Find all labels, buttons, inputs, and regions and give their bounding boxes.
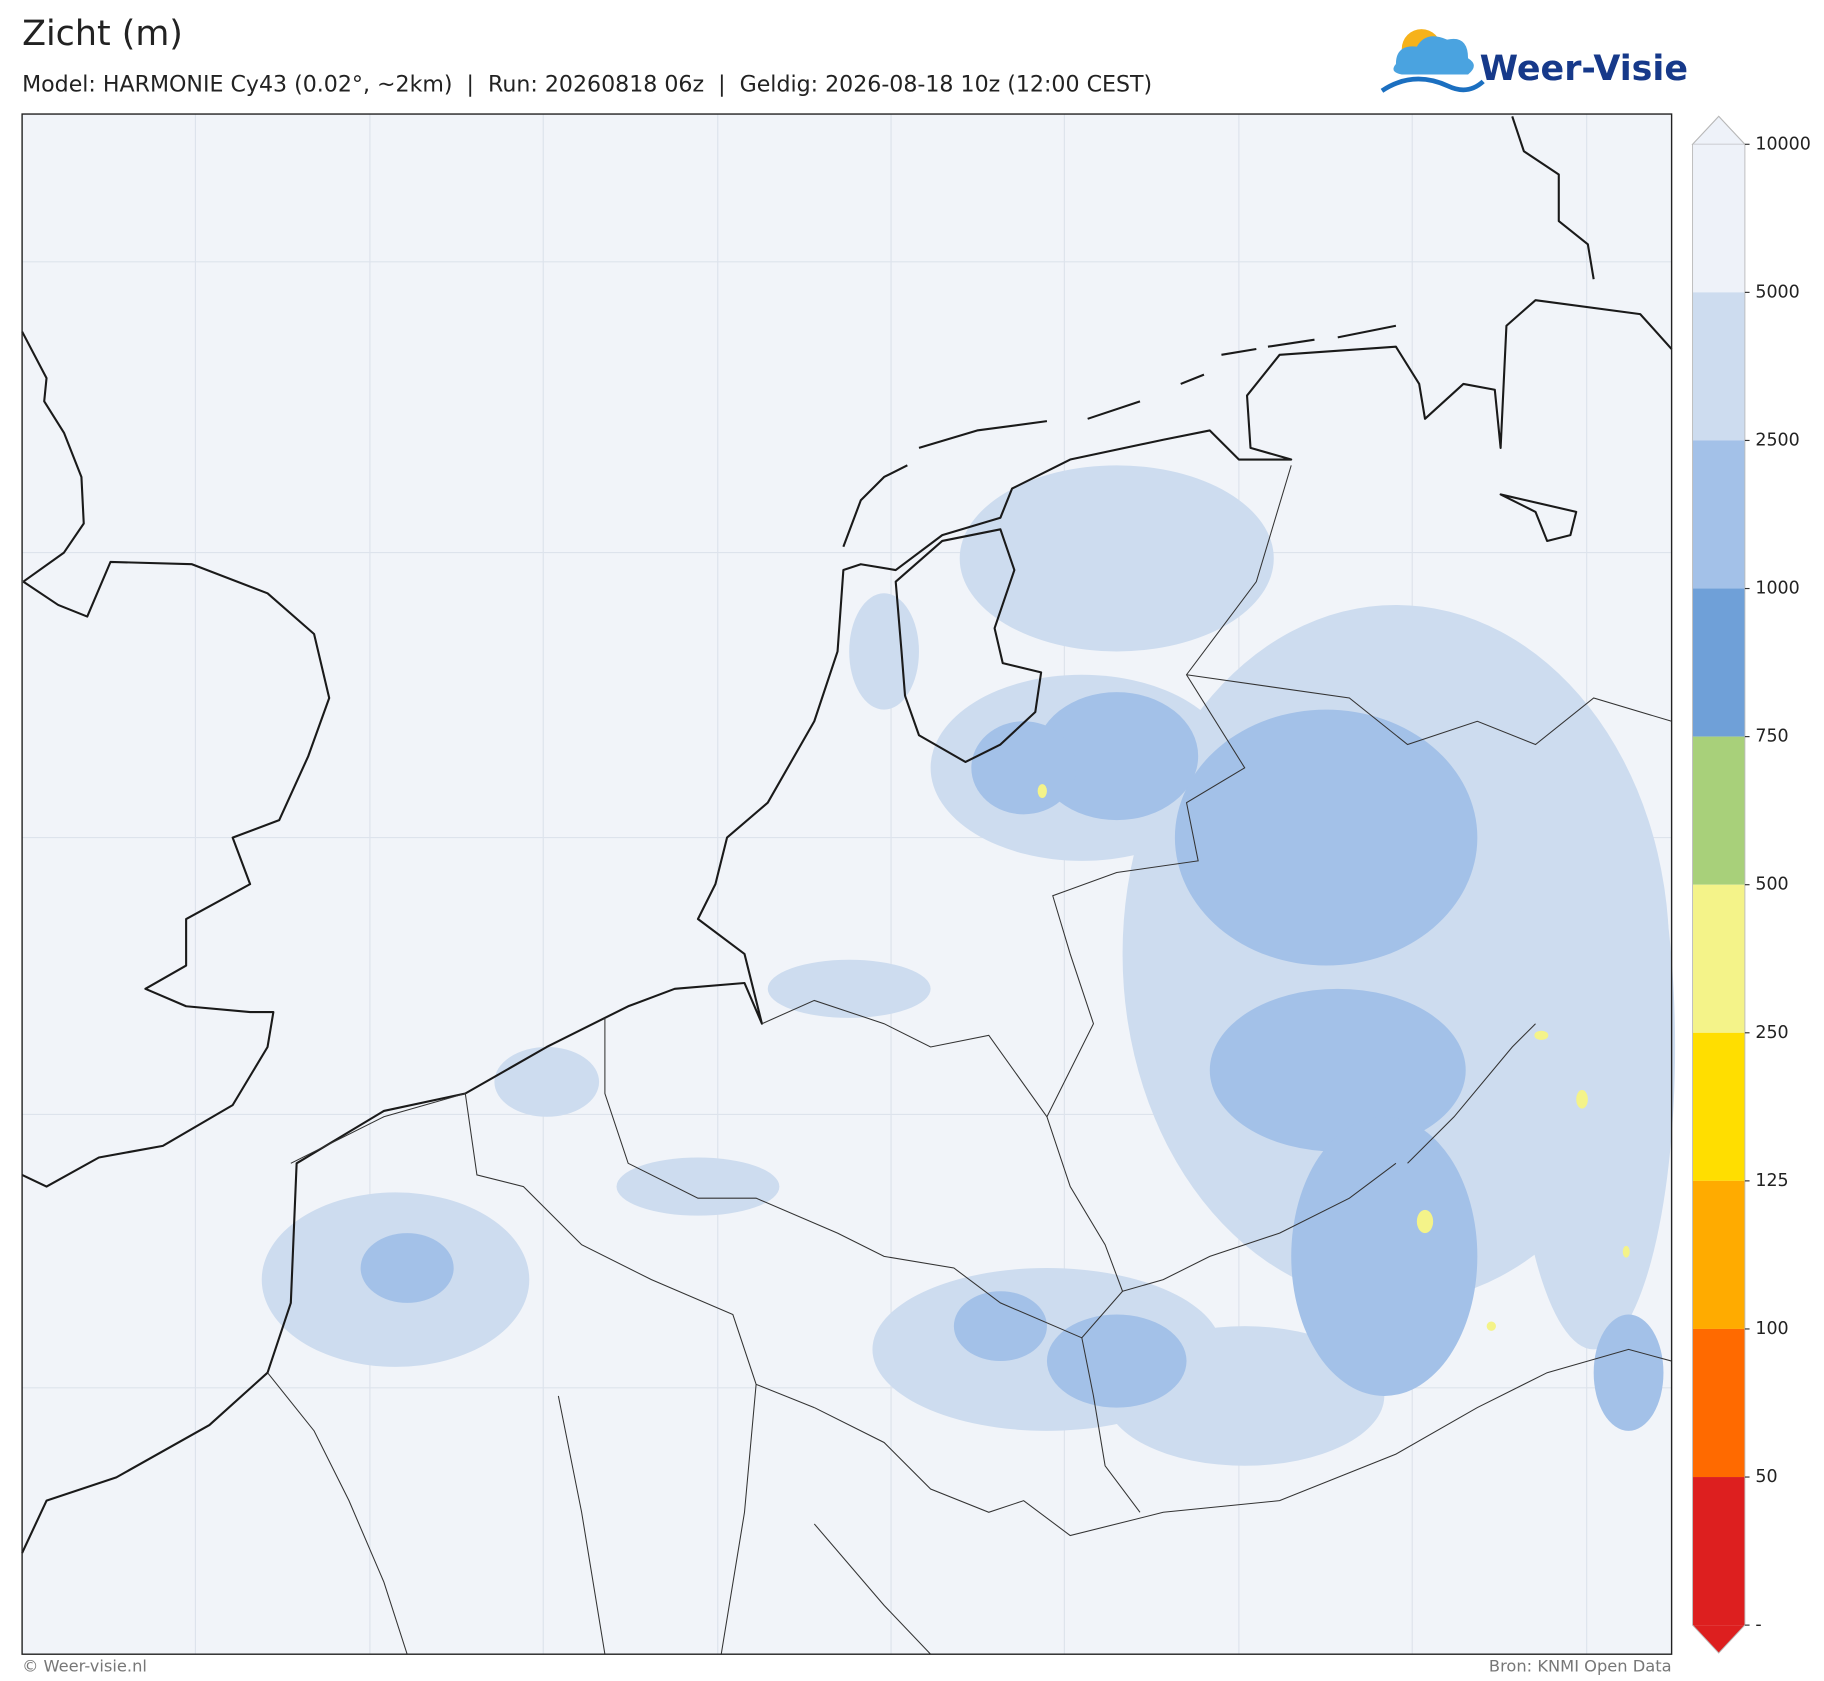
colorbar-segment — [1692, 736, 1745, 885]
visibility-area — [494, 1046, 600, 1117]
visibility-area — [1046, 1314, 1187, 1408]
visibility-field — [261, 465, 1676, 1466]
colorbar: 10000 5000 2500 1000 750 500 250 125 100 50 - — [1691, 115, 1811, 1654]
coastline — [21, 331, 331, 1188]
map-frame — [21, 113, 1673, 1655]
visibility-area — [959, 465, 1274, 652]
colorbar-segment — [1692, 588, 1745, 737]
visibility-area — [953, 1291, 1047, 1362]
visibility-area — [1209, 988, 1466, 1152]
border — [267, 1372, 931, 1655]
colorbar-tick-label: 5000 — [1755, 282, 1799, 302]
visibility-area — [1576, 1090, 1588, 1109]
logo: Weer-Visie — [1380, 29, 1688, 93]
visibility-area — [1512, 744, 1676, 1350]
subtitle: Model: HARMONIE Cy43 (0.02°, ~2km) | Run… — [22, 71, 1152, 97]
map — [21, 113, 1676, 1655]
colorbar-tick-label: 10000 — [1755, 134, 1810, 154]
visibility-area — [767, 959, 931, 1018]
colorbar-arrow-top — [1691, 115, 1746, 145]
colorbar-segment — [1692, 1477, 1745, 1626]
visibility-area — [1593, 1314, 1664, 1431]
colorbar-segment — [1692, 292, 1745, 441]
visibility-area — [616, 1157, 780, 1216]
logo-text: Weer-Visie — [1480, 49, 1688, 89]
visibility-area — [1534, 1030, 1549, 1040]
visibility-area — [1622, 1245, 1630, 1258]
colorbar-segment — [1692, 1032, 1745, 1181]
footer-left: © Weer-visie.nl — [22, 1657, 147, 1676]
colorbar-tick-label: 2500 — [1755, 430, 1799, 450]
colorbar-segment — [1692, 884, 1745, 1033]
visibility-area — [1037, 784, 1047, 799]
border — [1046, 465, 1292, 1513]
visibility-area — [360, 1233, 454, 1303]
colorbar-segment — [1692, 144, 1745, 293]
title: Zicht (m) — [22, 14, 183, 54]
colorbar-segment — [1692, 440, 1745, 589]
colorbar-tick-label: 100 — [1755, 1319, 1788, 1339]
islands — [842, 324, 1397, 548]
visibility-area — [971, 721, 1077, 815]
border — [814, 1348, 1672, 1537]
colorbar-tick-label: 250 — [1755, 1023, 1788, 1043]
colorbar-segment — [1692, 1180, 1745, 1329]
visibility-area — [1035, 692, 1199, 821]
colorbar-tick-label: - — [1755, 1615, 1761, 1635]
coastline — [21, 299, 1673, 1554]
colorbar-tick-label: 125 — [1755, 1171, 1788, 1191]
colorbar-arrow-bottom — [1692, 1625, 1745, 1654]
border — [290, 999, 1083, 1409]
visibility-area — [1486, 1321, 1496, 1331]
visibility-area — [1291, 1116, 1478, 1396]
border — [1122, 674, 1672, 1292]
colorbar-tick-label: 750 — [1755, 727, 1788, 747]
logo-cloud — [1393, 36, 1474, 75]
visibility-area — [849, 593, 919, 710]
lake-shore — [894, 528, 1043, 764]
colorbar-tick-label: 500 — [1755, 875, 1788, 895]
coastlines — [21, 116, 1673, 1554]
colorbar-tick-label: 1000 — [1755, 579, 1799, 599]
coastline — [1499, 116, 1595, 543]
colorbar-segment — [1692, 1328, 1745, 1478]
footer-right: Bron: KNMI Open Data — [1489, 1657, 1672, 1676]
visibility-area — [1416, 1209, 1434, 1234]
borders — [267, 465, 1672, 1655]
logo-wave — [1380, 76, 1485, 93]
visibility-area — [1174, 709, 1478, 966]
colorbar-tick-label: 50 — [1755, 1467, 1777, 1487]
